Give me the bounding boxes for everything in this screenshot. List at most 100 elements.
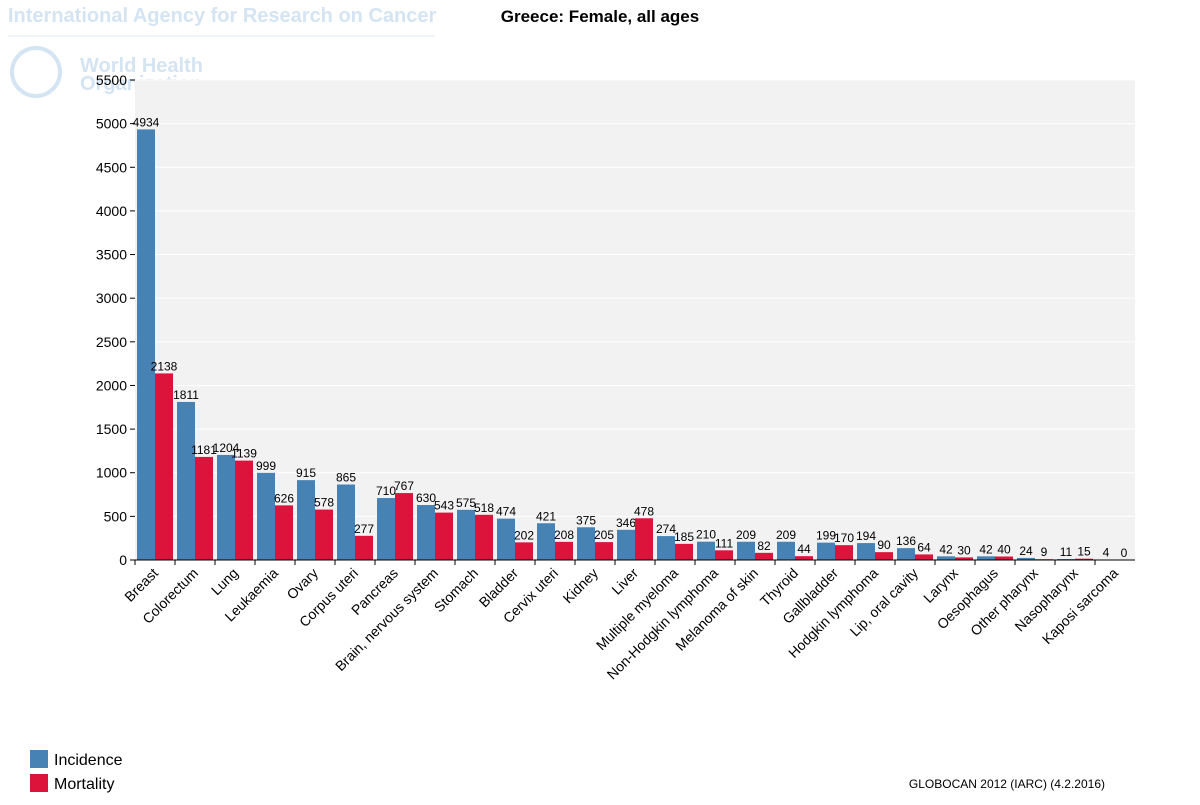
bar [435, 513, 453, 560]
legend-label: Incidence [54, 752, 123, 769]
value-label: 209 [736, 528, 756, 542]
bar [875, 552, 893, 560]
value-label: 999 [256, 459, 276, 473]
plot-area [135, 80, 1135, 560]
bar [515, 542, 533, 560]
value-label: 915 [296, 466, 316, 480]
value-label: 4 [1103, 546, 1110, 560]
y-tick-label: 4000 [96, 203, 127, 219]
x-tick-label: Ovary [283, 565, 321, 603]
bar [275, 505, 293, 560]
value-label: 421 [536, 509, 556, 523]
x-tick-label: Stomach [431, 565, 481, 615]
value-label: 42 [939, 542, 953, 556]
bar [635, 518, 653, 560]
bar [817, 543, 835, 560]
value-label: 4934 [133, 115, 160, 129]
x-tick-label: Lung [208, 565, 241, 598]
bar [555, 542, 573, 560]
value-label: 136 [896, 534, 916, 548]
y-tick-label: 3000 [96, 290, 127, 306]
value-label: 11 [1060, 545, 1073, 559]
value-label: 1139 [231, 447, 257, 461]
bar [217, 455, 235, 560]
y-tick-label: 4500 [96, 159, 127, 175]
source-note: GLOBOCAN 2012 (IARC) (4.2.2016) [909, 777, 1105, 791]
value-label: 9 [1041, 545, 1048, 559]
bar [195, 457, 213, 560]
bar [355, 536, 373, 560]
bar [777, 542, 795, 560]
value-label: 90 [877, 538, 891, 552]
bar [377, 498, 395, 560]
value-label: 185 [674, 530, 694, 544]
agency-name: International Agency for Research on Can… [8, 5, 436, 27]
bar [577, 527, 595, 560]
value-label: 543 [434, 499, 454, 513]
value-label: 30 [957, 543, 971, 557]
legend-label: Mortality [54, 776, 114, 793]
value-label: 170 [834, 531, 854, 545]
value-label: 194 [856, 529, 876, 543]
who-logo [12, 48, 60, 96]
value-label: 375 [576, 513, 596, 527]
bar [177, 402, 195, 560]
bar [675, 544, 693, 560]
value-label: 767 [394, 479, 414, 493]
bar [915, 554, 933, 560]
bar [457, 510, 475, 560]
y-tick-label: 5000 [96, 116, 127, 132]
legend-swatch [30, 750, 48, 768]
bar [475, 515, 493, 560]
bar [617, 530, 635, 560]
y-tick-label: 0 [119, 552, 127, 568]
value-label: 578 [314, 496, 334, 510]
bar [537, 523, 555, 560]
bar [257, 473, 275, 560]
bar [297, 480, 315, 560]
value-label: 518 [474, 501, 494, 515]
bar [697, 542, 715, 560]
x-tick-label: Liver [608, 565, 641, 598]
value-label: 205 [594, 528, 614, 542]
value-label: 202 [514, 528, 534, 542]
value-label: 82 [757, 539, 771, 553]
bar [137, 129, 155, 560]
bar [595, 542, 613, 560]
bar [417, 505, 435, 560]
value-label: 15 [1077, 545, 1091, 559]
bar [395, 493, 413, 560]
bar [857, 543, 875, 560]
legend-swatch [30, 774, 48, 792]
bar [755, 553, 773, 560]
bar [497, 519, 515, 560]
value-label: 277 [354, 522, 374, 536]
chart-title: Greece: Female, all ages [501, 7, 699, 26]
value-label: 478 [634, 504, 654, 518]
bar [995, 557, 1013, 560]
y-tick-label: 5500 [96, 72, 127, 88]
bar [737, 542, 755, 560]
bar [937, 556, 955, 560]
value-label: 865 [336, 471, 356, 485]
value-label: 626 [274, 491, 294, 505]
value-label: 40 [997, 543, 1011, 557]
value-label: 64 [917, 540, 931, 554]
value-label: 24 [1019, 544, 1033, 558]
y-tick-label: 1000 [96, 465, 127, 481]
value-label: 44 [797, 542, 811, 556]
bar [795, 556, 813, 560]
value-label: 209 [776, 528, 796, 542]
value-label: 42 [979, 542, 993, 556]
bar [715, 550, 733, 560]
bar [657, 536, 675, 560]
bar [835, 545, 853, 560]
bar [155, 373, 173, 560]
bar [977, 556, 995, 560]
value-label: 111 [715, 536, 734, 550]
value-label: 1811 [173, 388, 199, 402]
y-tick-label: 500 [104, 508, 128, 524]
value-label: 474 [496, 505, 516, 519]
